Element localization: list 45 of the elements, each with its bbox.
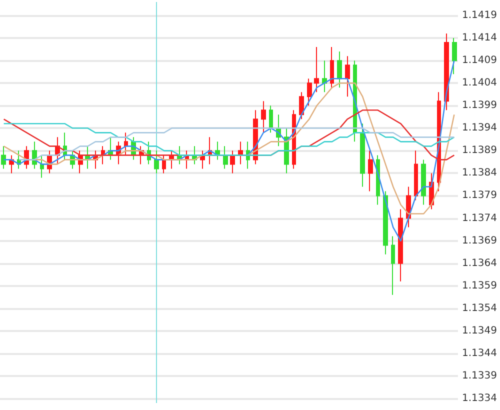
y-tick-label: 1.1404 [462,78,498,89]
y-tick-label: 1.1379 [462,190,498,202]
candlestick [1,146,6,170]
candlestick [360,123,365,188]
candlestick [124,132,128,156]
candlestick [223,146,228,170]
y-tick-label: 1.1409 [462,55,498,66]
line-series [18,128,455,160]
candlestick [314,46,319,93]
candlestick [261,100,266,134]
candlestick [398,208,403,282]
y-tick-label: 1.1389 [462,145,498,156]
line-series [3,123,455,156]
y-tick-label: 1.1419 [462,10,498,22]
y-tick-label: 1.1374 [462,212,498,224]
y-tick-label: 1.1394 [462,122,498,134]
candlestick [307,78,312,106]
y-tick-label: 1.1339 [462,370,498,382]
y-tick-label: 1.1334 [462,392,498,404]
y-tick-label: 1.1384 [462,168,498,179]
candlestick [414,150,418,201]
y-tick-label: 1.1399 [462,100,498,112]
candlestick [368,150,373,192]
y-tick-label: 1.1359 [462,280,498,292]
y-tick-label: 1.1364 [462,258,498,269]
candlestick [444,33,449,111]
candlestick [421,159,426,206]
y-tick-label: 1.1349 [462,325,498,336]
candlestick [154,150,159,174]
y-tick-label: 1.1354 [462,302,498,314]
candlestick [452,38,457,75]
candlestick [322,60,327,93]
candlestick [345,56,350,98]
candlestick [269,105,273,134]
y-tick-label: 1.1369 [462,235,498,246]
candlestick [40,154,44,178]
candlestick [230,150,235,174]
candlestick [391,236,395,296]
candlestick [299,92,304,120]
candlestick [330,46,334,88]
y-tick-label: 1.1344 [462,348,498,359]
candlestick [337,51,342,88]
candlestick [162,154,166,174]
candlestick [383,190,388,255]
y-tick-label: 1.1414 [462,32,498,44]
